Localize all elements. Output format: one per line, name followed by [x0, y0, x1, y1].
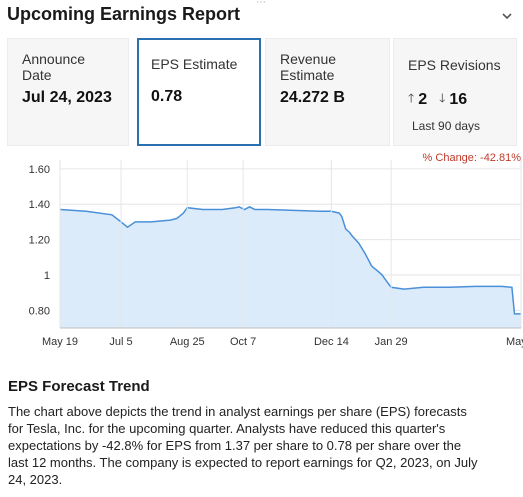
card-label: Announce Date: [22, 51, 86, 83]
card-label: EPS Estimate: [151, 56, 238, 72]
revisions-up: 2: [418, 90, 428, 108]
revisions-values: 🡑 2 🡓 16: [408, 89, 475, 110]
x-tick-label: Jul 5: [109, 336, 132, 348]
y-tick-label: 1.40: [29, 199, 50, 211]
card-announce-date[interactable]: Announce Date Jul 24, 2023: [7, 38, 129, 146]
series-line: [59, 206, 521, 315]
y-tick-label: 1.20: [29, 235, 50, 247]
x-tick-label: Oct 7: [230, 336, 256, 348]
widget-header: Upcoming Earnings Report: [7, 4, 517, 28]
x-tick-label: Dec 14: [314, 336, 349, 348]
x-tick-label: Aug 25: [170, 336, 205, 348]
y-tick-label: 0.80: [29, 305, 50, 317]
trend-title: EPS Forecast Trend: [8, 378, 150, 395]
x-tick-label: May 8: [506, 336, 523, 348]
card-revenue-estimate[interactable]: Revenue Estimate 24.272 B: [265, 38, 390, 146]
drag-dots-icon[interactable]: ⋯: [256, 0, 267, 8]
card-eps-estimate[interactable]: EPS Estimate 0.78: [137, 38, 261, 146]
arrow-down-icon: 🡓: [439, 91, 446, 105]
card-value: Jul 24, 2023: [22, 89, 112, 106]
pct-change: % Change: -42.81%: [422, 152, 521, 164]
revisions-period: Last 90 days: [412, 119, 481, 133]
card-value: 24.272 B: [280, 89, 345, 106]
eps-trend-chart: 1.60 1.40 1.20 1 0.80 May 19 Jul 5 Aug 25 Oct 7 D…: [29, 160, 523, 348]
y-tick-label: 1: [44, 270, 50, 282]
x-tick-label: May 19: [42, 336, 78, 348]
metric-cards: Announce Date Jul 24, 2023 EPS Estimate …: [7, 38, 517, 148]
x-tick-label: Jan 29: [375, 336, 408, 348]
card-value: 0.78: [151, 88, 183, 105]
y-tick-label: 1.60: [29, 164, 50, 176]
revisions-down: 16: [449, 90, 468, 108]
card-eps-revisions[interactable]: EPS Revisions 🡑 2 🡓 16 Last 90 days: [393, 38, 517, 146]
card-label: Revenue Estimate: [280, 51, 337, 83]
trend-description: The chart above depicts the trend in ana…: [8, 404, 478, 487]
arrow-up-icon: 🡑: [408, 91, 415, 105]
card-label: EPS Revisions: [408, 57, 501, 73]
chevron-down-icon[interactable]: [501, 10, 513, 22]
widget-title: Upcoming Earnings Report: [7, 4, 241, 24]
series-area: [60, 206, 521, 328]
